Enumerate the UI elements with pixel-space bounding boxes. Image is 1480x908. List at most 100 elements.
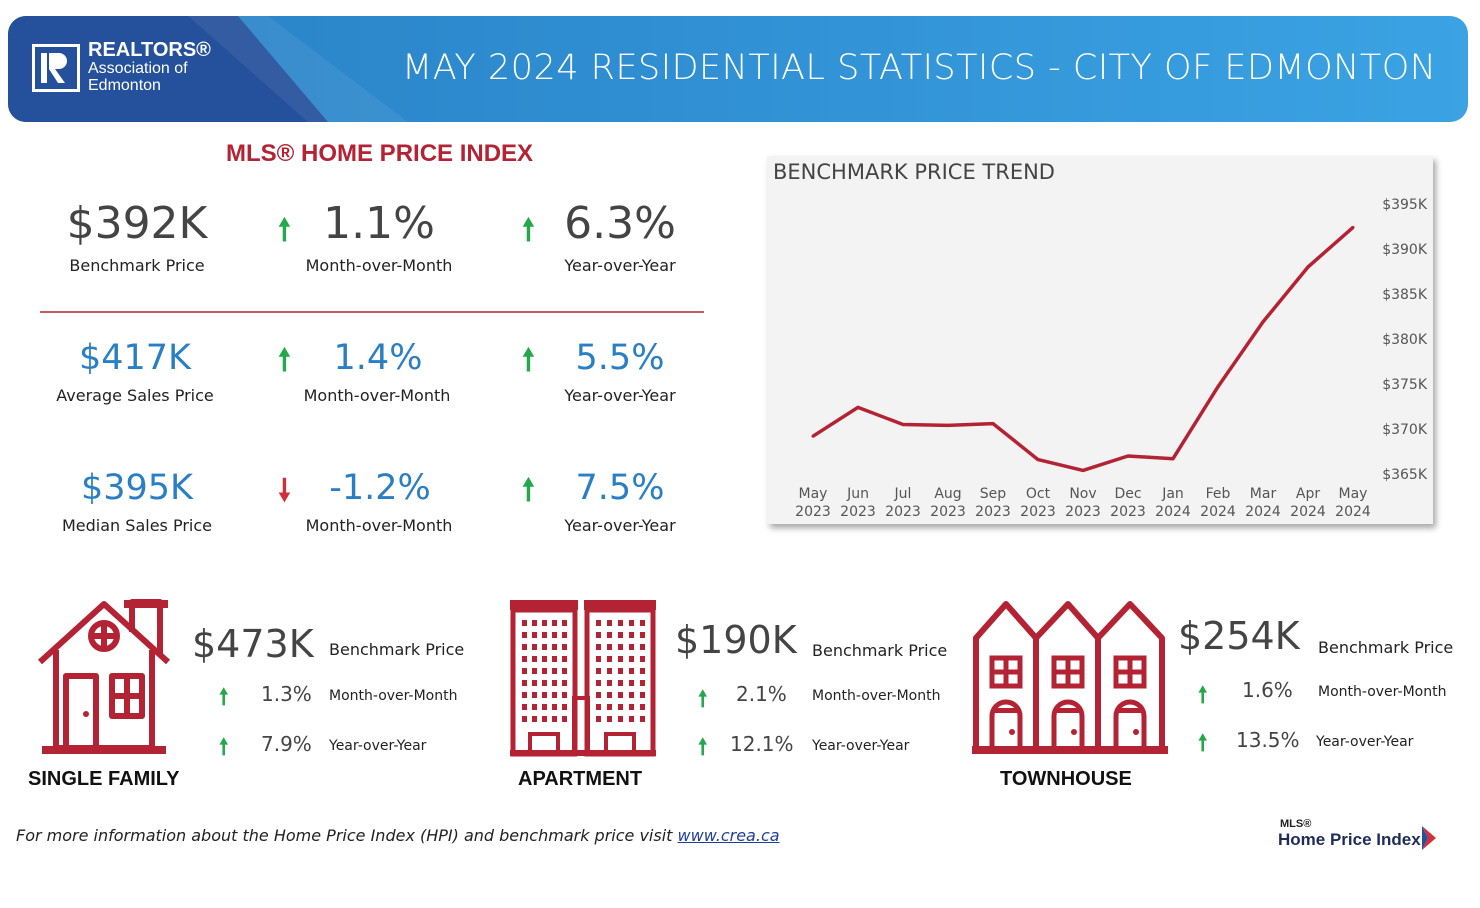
median-yoy-label: Year-over-Year — [564, 516, 676, 535]
x-tick-year: 2023 — [975, 504, 1011, 520]
arrow-down-icon: 🠗 — [278, 473, 291, 508]
arrow-up-icon: 🠕 — [698, 687, 708, 712]
average-price-value: $417K — [78, 338, 192, 378]
org-name-line3: Edmonton — [88, 76, 161, 94]
footer-note: For more information about the Home Pric… — [16, 826, 780, 845]
mls-logo-icon — [1422, 826, 1436, 850]
single-family-price: $473K — [192, 622, 314, 666]
y-tick-label: $375K — [1382, 377, 1428, 393]
average-mom-value: 1.4% — [333, 338, 423, 378]
x-tick-year: 2023 — [840, 504, 876, 520]
apartment-building-icon — [510, 600, 656, 757]
arrow-up-icon: 🠕 — [522, 473, 535, 508]
benchmark-price-label: Benchmark Price — [69, 256, 205, 275]
townhouse-mom-label: Month-over-Month — [1318, 684, 1447, 700]
benchmark-price-value: $392K — [66, 198, 208, 249]
data-point — [811, 434, 815, 438]
series-line — [812, 226, 1355, 473]
org-name-line2: Association of — [88, 60, 188, 77]
x-tick-month: Oct — [1026, 486, 1051, 502]
apartment-mom: 2.1% — [736, 682, 787, 706]
x-tick-month: May — [799, 486, 828, 502]
median-mom-label: Month-over-Month — [305, 516, 453, 535]
realtors-logo-icon — [32, 44, 80, 92]
single-family-mom: 1.3% — [261, 682, 312, 706]
x-tick-year: 2023 — [1065, 504, 1101, 520]
apartment-yoy-label: Year-over-Year — [812, 738, 910, 754]
x-tick-year: 2023 — [1110, 504, 1146, 520]
x-tick-month: Mar — [1250, 486, 1277, 502]
average-yoy-value: 5.5% — [575, 338, 665, 378]
townhouse-price-label: Benchmark Price — [1318, 638, 1454, 657]
x-tick-month: Apr — [1296, 486, 1320, 502]
benchmark-mom-label: Month-over-Month — [305, 256, 453, 275]
arrow-up-icon: 🠕 — [1198, 683, 1208, 708]
org-logo-text: REALTORS® Association of Edmonton — [88, 40, 211, 95]
header-banner: REALTORS® Association of Edmonton MAY 20… — [8, 16, 1468, 122]
average-yoy-label: Year-over-Year — [564, 386, 676, 405]
divider — [40, 311, 704, 313]
y-tick-label: $365K — [1382, 467, 1428, 483]
data-point — [1306, 265, 1310, 269]
x-tick-month: Dec — [1114, 486, 1141, 502]
y-tick-label: $390K — [1382, 242, 1428, 258]
townhouse-yoy: 13.5% — [1236, 728, 1300, 752]
x-tick-year: 2024 — [1290, 504, 1326, 520]
hpi-section-title: MLS® HOME PRICE INDEX — [226, 140, 534, 167]
x-tick-year: 2024 — [1200, 504, 1236, 520]
data-point — [1036, 458, 1040, 462]
single-family-yoy: 7.9% — [261, 732, 312, 756]
x-tick-month: Feb — [1206, 486, 1231, 502]
arrow-up-icon: 🠕 — [522, 213, 535, 248]
arrow-up-icon: 🠕 — [219, 685, 229, 710]
benchmark-price-chart: BENCHMARK PRICE TREND $395K $390K $385K $38… — [767, 156, 1433, 524]
chart-title: BENCHMARK PRICE TREND — [773, 160, 1055, 184]
chart-plot: $395K $390K $385K $380K $375K $370K $365K May 20… — [795, 197, 1428, 520]
data-point — [1081, 468, 1085, 472]
x-tick-month: Jul — [894, 486, 912, 502]
townhouse-icon — [972, 601, 1168, 754]
x-tick-year: 2023 — [795, 504, 831, 520]
y-tick-label: $370K — [1382, 422, 1428, 438]
arrow-up-icon: 🠕 — [522, 343, 535, 378]
data-point — [1351, 225, 1355, 229]
data-point — [1261, 320, 1265, 324]
median-mom-value: -1.2% — [329, 468, 431, 508]
x-tick-year: 2023 — [1020, 504, 1056, 520]
arrow-up-icon: 🠕 — [278, 213, 291, 248]
x-tick-year: 2024 — [1155, 504, 1191, 520]
arrow-up-icon: 🠕 — [278, 343, 291, 378]
apartment-price: $190K — [675, 618, 797, 662]
house-icon — [37, 599, 171, 754]
data-point — [946, 423, 950, 427]
page-title: MAY 2024 RESIDENTIAL STATISTICS - CITY O… — [402, 48, 1437, 88]
x-tick-month: Aug — [934, 486, 961, 502]
x-tick-year: 2023 — [885, 504, 921, 520]
single-family-price-label: Benchmark Price — [329, 640, 465, 659]
benchmark-mom-value: 1.1% — [323, 198, 435, 249]
arrow-up-icon: 🠕 — [219, 735, 229, 760]
x-tick-month: Sep — [980, 486, 1007, 502]
arrow-up-icon: 🠕 — [698, 735, 708, 760]
median-yoy-value: 7.5% — [575, 468, 665, 508]
x-tick-month: Nov — [1069, 486, 1096, 502]
townhouse-yoy-label: Year-over-Year — [1316, 734, 1414, 750]
median-price-label: Median Sales Price — [62, 516, 212, 535]
townhouse-price: $254K — [1178, 614, 1300, 658]
average-price-label: Average Sales Price — [56, 386, 214, 405]
benchmark-yoy-value: 6.3% — [564, 198, 676, 249]
data-point — [901, 423, 905, 426]
y-tick-label: $380K — [1382, 332, 1428, 348]
mls-hpi-logo-text: Home Price Index — [1278, 830, 1421, 849]
single-family-title: SINGLE FAMILY — [28, 768, 180, 790]
data-point — [1216, 385, 1220, 389]
data-point — [856, 405, 860, 409]
footer-text: For more information about the Home Pric… — [16, 826, 678, 845]
benchmark-yoy-label: Year-over-Year — [564, 256, 676, 275]
data-point — [1171, 457, 1175, 461]
median-price-value: $395K — [80, 468, 194, 508]
apartment-price-label: Benchmark Price — [812, 641, 948, 660]
apartment-mom-label: Month-over-Month — [812, 688, 941, 704]
crea-link[interactable]: www.crea.ca — [677, 826, 780, 845]
average-mom-label: Month-over-Month — [303, 386, 451, 405]
